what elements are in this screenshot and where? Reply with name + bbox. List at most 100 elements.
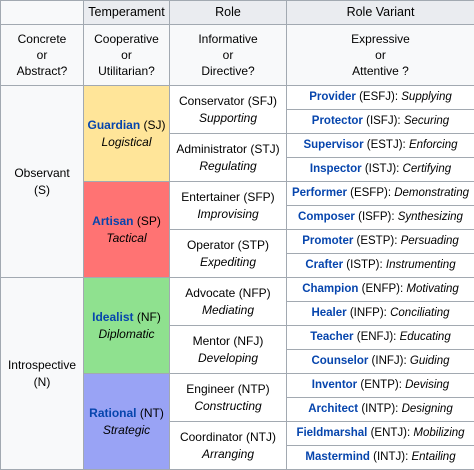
variant-link[interactable]: Supervisor <box>303 139 363 151</box>
variant-link[interactable]: Performer <box>292 187 347 199</box>
variant-code: (ISFP): <box>358 211 394 223</box>
variant-desc: Synthesizing <box>398 211 463 223</box>
variant-link[interactable]: Architect <box>308 403 358 415</box>
variant-link[interactable]: Champion <box>302 283 358 295</box>
temperament-link[interactable]: Artisan <box>92 214 133 228</box>
role-name: Entertainer <box>181 190 240 204</box>
role-cell: Administrator (STJ) Regulating <box>170 134 287 182</box>
role-code: (NTJ) <box>246 430 276 444</box>
header-role-variant: Role Variant <box>287 1 474 25</box>
role-code: (SFP) <box>243 190 274 204</box>
variant-link[interactable]: Provider <box>309 91 356 103</box>
role-desc: Arranging <box>172 446 284 462</box>
variant-code: (INTJ): <box>373 451 408 463</box>
variant-link[interactable]: Teacher <box>310 331 353 343</box>
variant-desc: Educating <box>400 331 451 343</box>
variant-link[interactable]: Healer <box>311 307 346 319</box>
variant-desc: Persuading <box>401 235 459 247</box>
variant-code: (ESFJ): <box>359 91 398 103</box>
header-row: Temperament Role Role Variant <box>1 1 474 25</box>
role-desc: Supporting <box>172 110 284 126</box>
temperament-link[interactable]: Idealist <box>92 310 133 324</box>
variant-desc: Entailing <box>411 451 455 463</box>
role-desc: Expediting <box>172 254 284 270</box>
temperament-link[interactable]: Rational <box>89 406 136 420</box>
variant-cell: Inventor (ENTP): Devising <box>287 374 474 398</box>
group-code: (S) <box>3 182 81 198</box>
question-row: Concrete or Abstract? Cooperative or Uti… <box>1 25 474 86</box>
variant-cell: Promoter (ESTP): Persuading <box>287 230 474 254</box>
group-label: Observant <box>3 165 81 181</box>
variant-code: (INFP): <box>350 307 387 319</box>
group-label: Introspective <box>3 357 81 373</box>
variant-code: (ESTP): <box>357 235 398 247</box>
role-desc: Improvising <box>172 206 284 222</box>
question-cooperative-utilitarian: Cooperative or Utilitarian? <box>84 25 170 86</box>
role-cell: Entertainer (SFP) Improvising <box>170 182 287 230</box>
role-name: Conservator <box>179 94 244 108</box>
variant-code: (ESFP): <box>350 187 391 199</box>
role-cell: Coordinator (NTJ)Arranging <box>170 422 287 470</box>
variant-code: (ESTJ): <box>367 139 406 151</box>
group-cell-observant: Observant(S) <box>1 86 84 278</box>
variant-code: (ENFP): <box>362 283 404 295</box>
variant-link[interactable]: Inventor <box>312 379 357 391</box>
role-code: (NTP) <box>238 382 270 396</box>
role-desc: Developing <box>172 350 284 366</box>
variant-cell: Protector (ISFJ): Securing <box>287 110 474 134</box>
temperament-code: (NT) <box>140 406 164 420</box>
temperament-code: (SP) <box>137 214 161 228</box>
variant-code: (ISTP): <box>346 259 382 271</box>
role-code: (STJ) <box>250 142 279 156</box>
variant-desc: Enforcing <box>409 139 458 151</box>
variant-link[interactable]: Crafter <box>305 259 343 271</box>
variant-cell: Fieldmarshal (ENTJ): Mobilizing <box>287 422 474 446</box>
variant-link[interactable]: Promoter <box>302 235 353 247</box>
header-role: Role <box>170 1 287 25</box>
variant-desc: Devising <box>405 379 449 391</box>
question-expressive-attentive: Expressive or Attentive ? <box>287 25 474 86</box>
variant-link[interactable]: Counselor <box>311 355 368 367</box>
role-code: (NFP) <box>239 286 271 300</box>
temperament-code: (SJ) <box>144 118 166 132</box>
group-cell-introspective: Introspective(N) <box>1 278 84 470</box>
variant-desc: Conciliating <box>390 307 449 319</box>
variant-code: (ENTP): <box>360 379 402 391</box>
variant-cell: Performer (ESFP): Demonstrating <box>287 182 474 206</box>
temperament-code: (NF) <box>137 310 161 324</box>
variant-link[interactable]: Fieldmarshal <box>296 427 367 439</box>
temperament-desc: Tactical <box>86 230 167 246</box>
role-cell: Operator (STP)Expediting <box>170 230 287 278</box>
variant-cell: Inspector (ISTJ): Certifying <box>287 158 474 182</box>
variant-link[interactable]: Protector <box>312 115 363 127</box>
role-name: Advocate <box>185 286 235 300</box>
variant-desc: Supplying <box>401 91 452 103</box>
variant-desc: Instrumenting <box>386 259 456 271</box>
temperament-cell-guardian: Guardian (SJ) Logistical <box>84 86 170 182</box>
variant-cell: Counselor (INFJ): Guiding <box>287 350 474 374</box>
question-informative-directive: Informative or Directive? <box>170 25 287 86</box>
variant-desc: Certifying <box>403 163 452 175</box>
variant-cell: Teacher (ENFJ): Educating <box>287 326 474 350</box>
temperament-cell-artisan: Artisan (SP) Tactical <box>84 182 170 278</box>
variant-link[interactable]: Inspector <box>310 163 362 175</box>
temperament-desc: Logistical <box>86 134 167 150</box>
variant-cell: Healer (INFP): Conciliating <box>287 302 474 326</box>
role-desc: Regulating <box>172 158 284 174</box>
variant-desc: Designing <box>402 403 453 415</box>
variant-code: (ENFJ): <box>357 331 397 343</box>
variant-cell: Mastermind (INTJ): Entailing <box>287 446 474 470</box>
variant-cell: Champion (ENFP): Motivating <box>287 278 474 302</box>
temperament-link[interactable]: Guardian <box>87 118 140 132</box>
question-concrete-abstract: Concrete or Abstract? <box>1 25 84 86</box>
variant-link[interactable]: Mastermind <box>305 451 370 463</box>
temperament-cell-rational: Rational (NT) Strategic <box>84 374 170 470</box>
role-cell: Conservator (SFJ)Supporting <box>170 86 287 134</box>
role-name: Administrator <box>176 142 247 156</box>
temperament-desc: Strategic <box>86 422 167 438</box>
role-cell: Advocate (NFP)Mediating <box>170 278 287 326</box>
variant-link[interactable]: Composer <box>298 211 355 223</box>
